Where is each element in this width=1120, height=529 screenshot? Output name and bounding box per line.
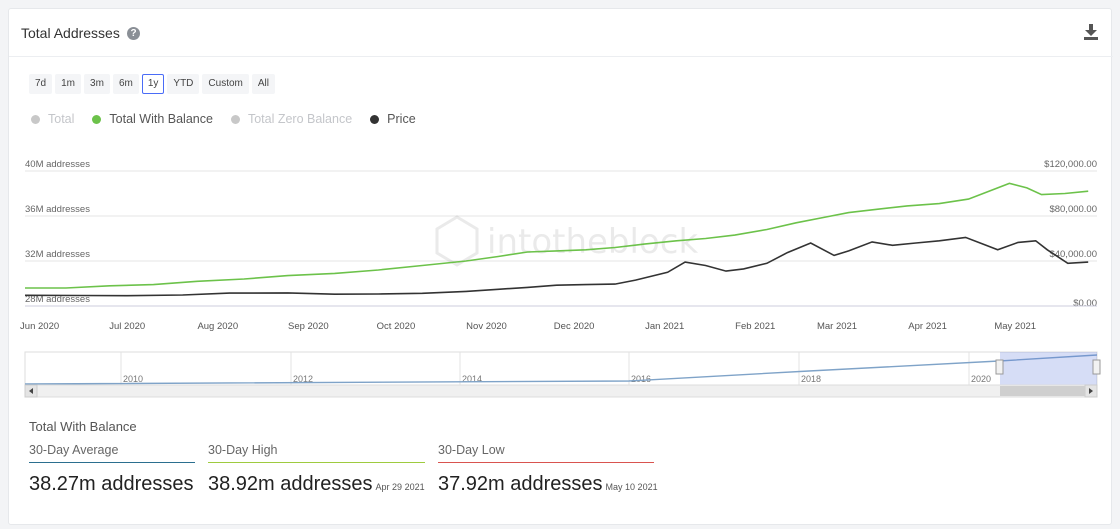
x-tick-label: Apr 2021 — [908, 321, 947, 332]
y-right-tick-label: $80,000.00 — [1049, 204, 1097, 215]
series-line-total-with-balance — [25, 182, 1089, 289]
range-button-7d[interactable]: 7d — [29, 74, 53, 94]
navigator-line — [24, 354, 1098, 385]
stat-30-day-average: 30-Day Average 38.27m addresses — [29, 443, 195, 496]
legend-label: Total — [48, 112, 75, 126]
navigator-tick-label: 2010 — [123, 374, 143, 384]
navigator-left-handle[interactable] — [995, 359, 1004, 375]
stat-value: 38.27m addresses — [29, 473, 194, 495]
range-button-1y[interactable]: 1y — [141, 74, 165, 94]
range-button-ytd[interactable]: YTD — [167, 74, 200, 94]
range-button-all[interactable]: All — [251, 74, 275, 94]
x-tick-label: Jul 2020 — [109, 321, 145, 332]
range-button-6m[interactable]: 6m — [112, 74, 139, 94]
legend-item-price[interactable]: Price — [370, 112, 416, 126]
stats-panel: Total With Balance 30-Day Average 38.27m… — [29, 419, 658, 495]
legend-item-total[interactable]: Total — [31, 112, 74, 126]
y-right-tick-label: $40,000.00 — [1049, 249, 1097, 260]
stat-value: 38.92m addresses Apr 29 2021 — [208, 473, 425, 495]
x-tick-label: Jan 2021 — [645, 321, 684, 332]
legend-item-total-zero-balance[interactable]: Total Zero Balance — [230, 112, 353, 126]
legend-item-total-with-balance[interactable]: Total With Balance — [92, 112, 213, 126]
navigator[interactable]: 2010 2012 2014 2016 2018 2020 — [24, 351, 1101, 386]
x-tick-label: Jun 2020 — [20, 321, 59, 332]
navigator-tick-label: 2016 — [631, 374, 651, 384]
navigator-tick-label: 2012 — [293, 374, 313, 384]
x-tick-label: Oct 2020 — [377, 321, 416, 332]
total-addresses-card: Total Addresses ? 7d 1m 3m 6m 1y YTD Custom All… — [8, 8, 1113, 525]
navigator-tick-label: 2020 — [971, 374, 991, 384]
legend-dot-icon — [31, 114, 40, 124]
range-button-3m[interactable]: 3m — [84, 74, 110, 94]
legend-dot-icon — [92, 114, 102, 124]
stat-date: May 10 2021 — [605, 482, 658, 492]
download-icon[interactable] — [1083, 23, 1099, 41]
x-tick-label: Feb 2021 — [735, 321, 775, 332]
x-tick-label: Mar 2021 — [817, 321, 857, 332]
y-left-tick-label: 28M addresses — [25, 294, 90, 305]
y-left-tick-label: 40M addresses — [25, 159, 90, 170]
navigator-tick-label: 2018 — [801, 374, 821, 384]
line-chart: 40M addresses 36M addresses 32M addresses 2… — [20, 159, 1101, 398]
stat-date: Apr 29 2021 — [375, 482, 425, 492]
stat-value: 37.92m addresses May 10 2021 — [438, 473, 658, 495]
legend-dot-icon — [230, 114, 240, 124]
scroll-left-arrow-icon — [29, 388, 33, 394]
stat-label: 30-Day High — [208, 443, 425, 463]
stat-label: 30-Day Average — [29, 443, 195, 463]
x-tick-label: Dec 2020 — [554, 321, 595, 332]
range-button-custom[interactable]: Custom — [202, 74, 249, 94]
scroll-right-arrow-icon — [1089, 388, 1093, 394]
x-tick-label: Nov 2020 — [466, 321, 507, 332]
chart-legend: Total Total With Balance Total Zero Balanc… — [31, 112, 416, 126]
watermark-logo: intotheblock — [435, 215, 698, 267]
y-left-tick-label: 36M addresses — [25, 204, 90, 215]
legend-label: Total Zero Balance — [247, 112, 353, 126]
card-title: Total Addresses — [21, 25, 120, 41]
question-circle-icon[interactable]: ? — [127, 27, 140, 40]
stat-label: 30-Day Low — [438, 443, 654, 463]
scrollbar-thumb[interactable] — [1000, 386, 1085, 396]
y-right-tick-label: $0.00 — [1073, 298, 1097, 309]
card-header: Total Addresses ? — [9, 9, 1113, 57]
navigator-tick-label: 2014 — [462, 374, 482, 384]
y-right-tick-label: $120,000.00 — [1044, 159, 1097, 170]
legend-dot-icon — [370, 114, 380, 124]
x-tick-label: Aug 2020 — [197, 321, 238, 332]
range-selector: 7d 1m 3m 6m 1y YTD Custom All — [29, 74, 275, 94]
x-tick-label: May 2021 — [994, 321, 1036, 332]
series-line-price — [24, 236, 1089, 297]
y-left-tick-label: 32M addresses — [25, 249, 90, 260]
legend-label: Total With Balance — [109, 112, 213, 126]
stat-30-day-low: 30-Day Low 37.92m addresses May 10 2021 — [438, 443, 658, 496]
legend-label: Price — [387, 112, 416, 126]
scrollbar-track[interactable] — [24, 384, 1098, 398]
navigator-right-handle[interactable] — [1092, 359, 1101, 375]
stat-30-day-high: 30-Day High 38.92m addresses Apr 29 2021 — [208, 443, 425, 496]
navigator-frame — [24, 351, 1098, 386]
x-tick-label: Sep 2020 — [288, 321, 329, 332]
navigator-selection[interactable] — [1000, 352, 1097, 385]
range-button-1m[interactable]: 1m — [55, 74, 82, 94]
stats-title: Total With Balance — [29, 419, 137, 434]
